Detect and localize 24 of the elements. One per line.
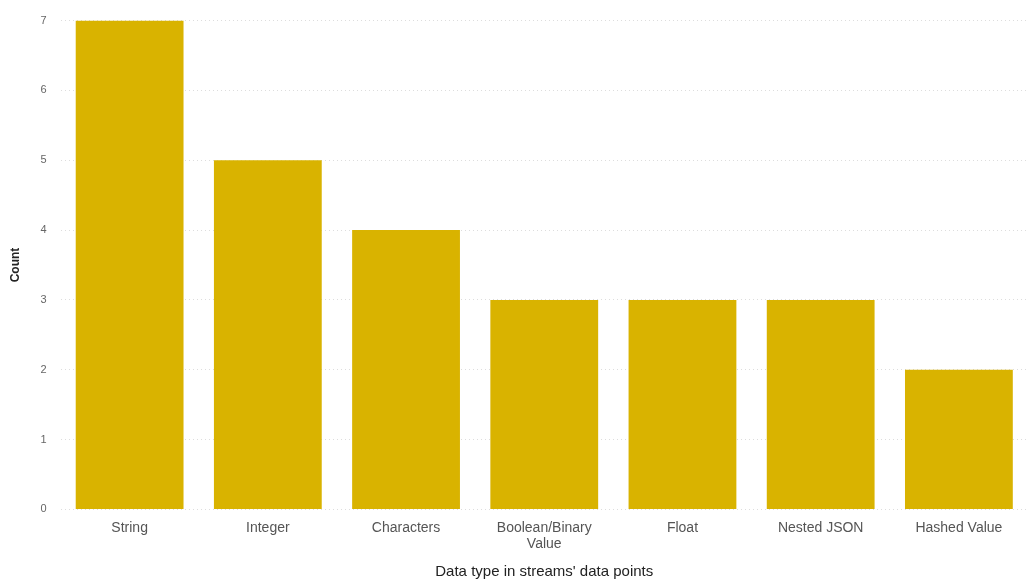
bar: [490, 299, 599, 509]
bar: [628, 299, 737, 509]
bar: [75, 20, 184, 509]
y-tick-label: 1: [40, 432, 47, 445]
x-tick-label: Float: [666, 518, 699, 535]
y-tick-label: 2: [40, 362, 47, 375]
x-tick-label: String: [111, 518, 148, 535]
x-tick-label: Boolean/Binary Value: [496, 518, 592, 552]
y-tick-label: 4: [40, 223, 47, 236]
y-tick-label: 7: [40, 13, 47, 26]
bar: [904, 369, 1013, 509]
y-tick-label: 6: [40, 83, 47, 96]
bar: [352, 230, 460, 509]
bar: [766, 299, 875, 509]
x-tick-label: Characters: [371, 518, 441, 535]
x-tick-label: Integer: [246, 518, 290, 535]
y-tick-label: 3: [40, 292, 47, 305]
y-tick-label: 5: [40, 153, 47, 166]
x-axis-title: Data type in streams' data points: [435, 562, 654, 580]
bar: [213, 160, 322, 509]
x-tick-label: Hashed Value: [915, 518, 1003, 535]
y-axis-title: Count: [7, 247, 22, 283]
y-tick-label: 0: [40, 502, 47, 515]
x-tick-label: Nested JSON: [777, 518, 864, 535]
